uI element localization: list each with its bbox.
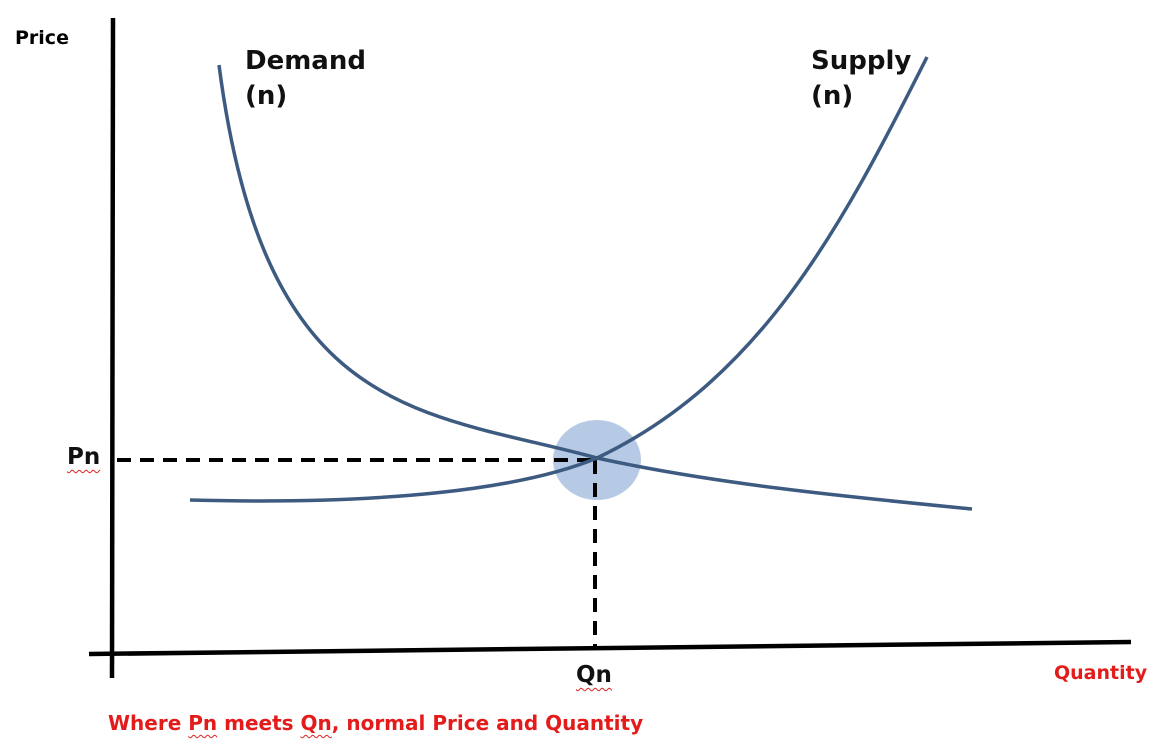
y-axis-title: Price [15,27,69,49]
footnote-pn: Pn [188,711,218,735]
demand-label-line2: (n) [245,81,288,111]
demand-curve [217,64,973,511]
footnote-part1: Where [108,711,189,735]
x-axis-title: Quantity [1054,662,1148,684]
demand-label-line1: Demand [245,46,366,76]
supply-label-line2: (n) [811,81,854,111]
supply-label: Supply (n) [811,44,911,114]
footnote-part3: , normal Price and Quantity [331,711,644,735]
y-axis [109,17,116,679]
equilibrium-quantity-label: Qn [576,662,612,688]
x-axis [88,639,1132,657]
demand-label: Demand (n) [245,44,366,114]
footnote-part2: meets [217,711,301,735]
supply-label-line1: Supply [811,46,912,76]
supply-curve [189,56,929,503]
footnote-qn: Qn [300,711,332,735]
footnote: Where Pn meets Qn, normal Price and Quan… [108,711,643,735]
equilibrium-price-label: Pn [67,444,101,470]
